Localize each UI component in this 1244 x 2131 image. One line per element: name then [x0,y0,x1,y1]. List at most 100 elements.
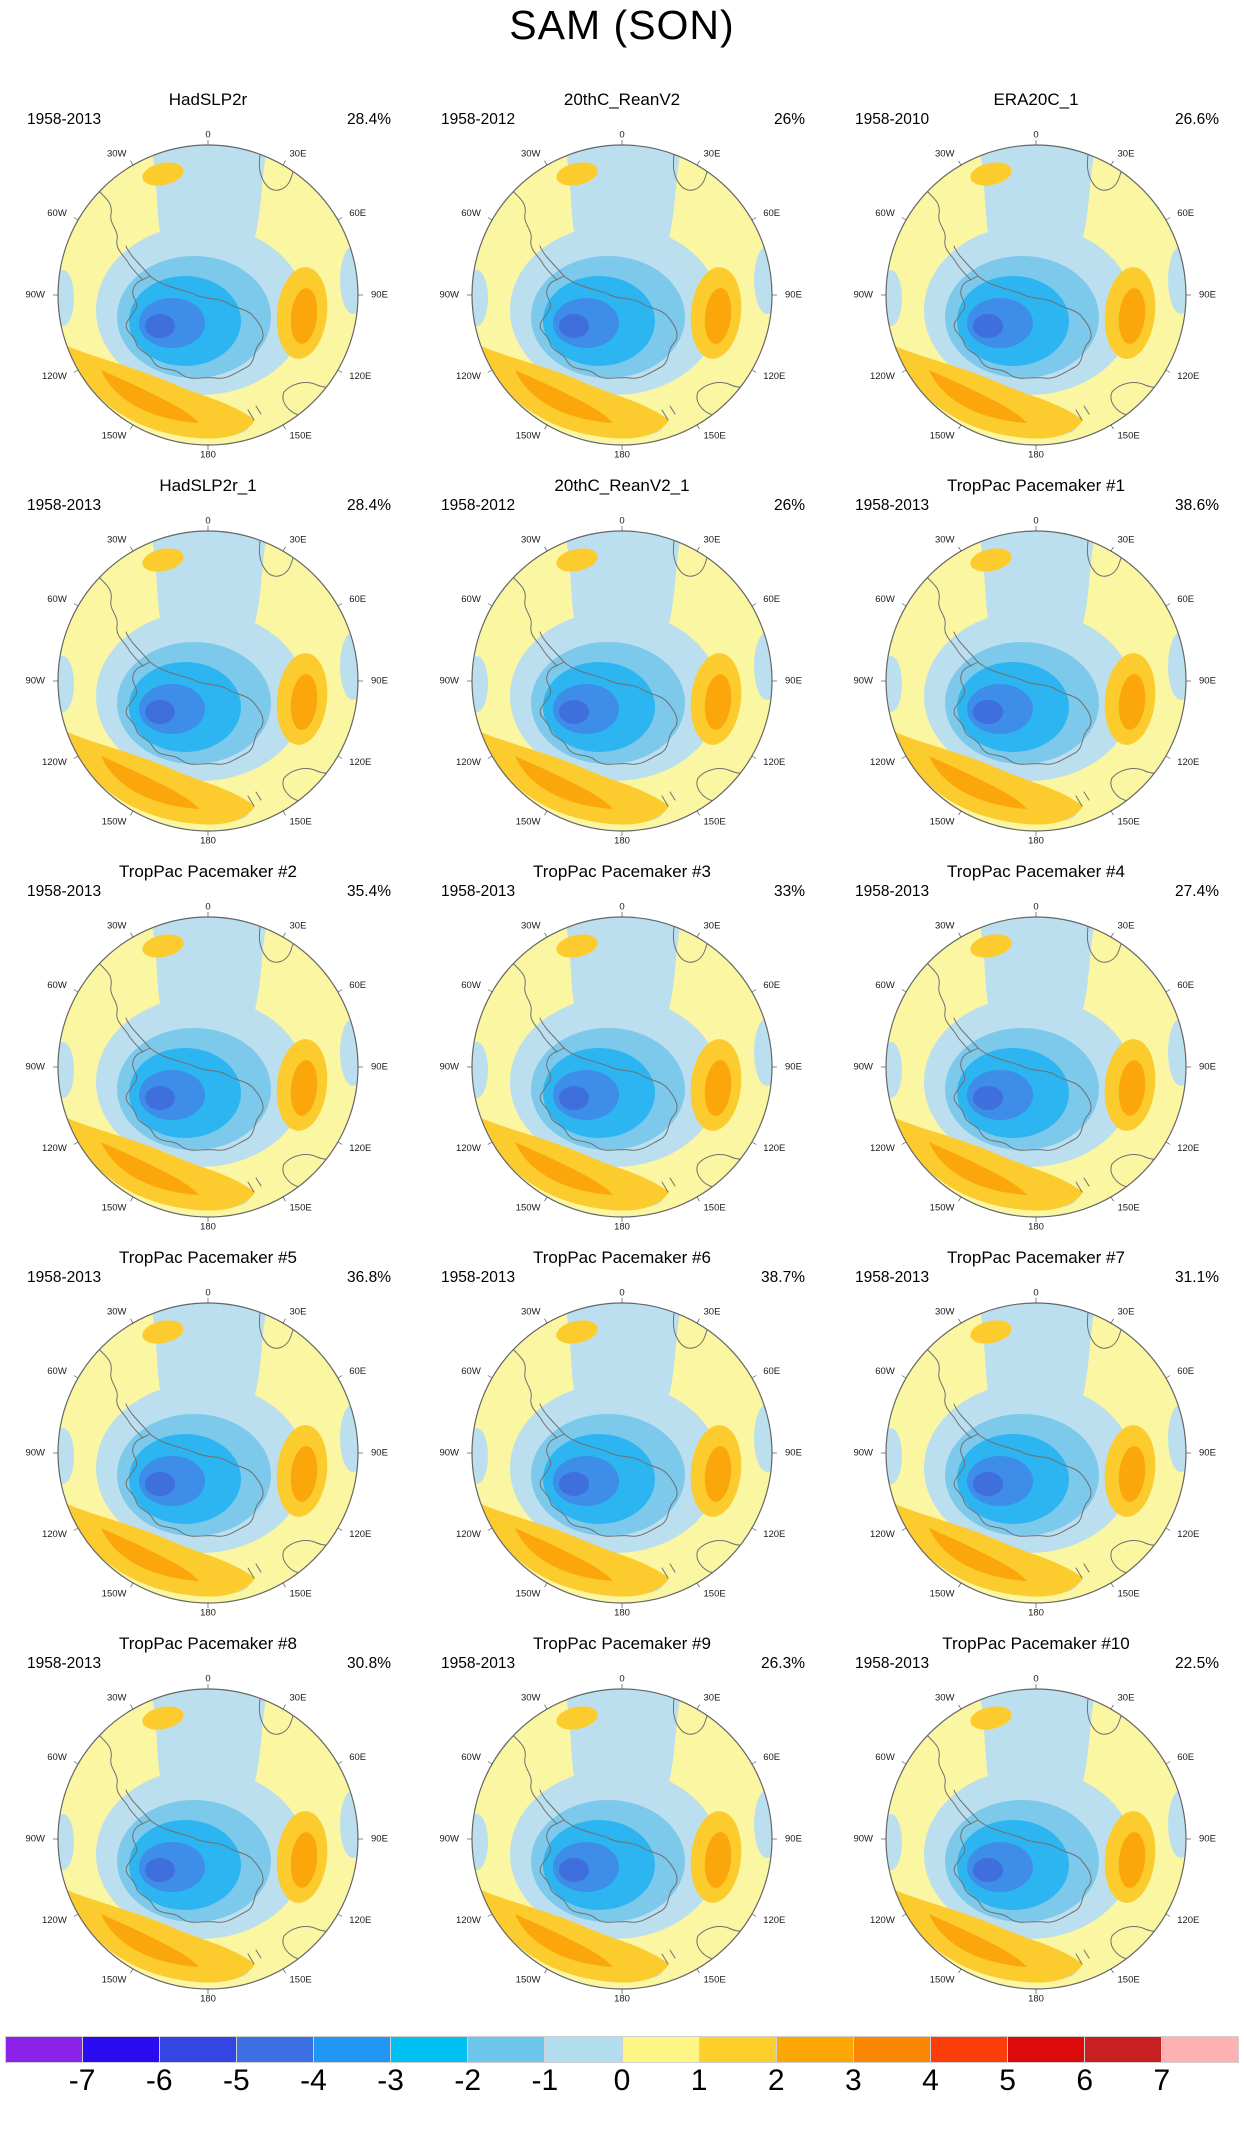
panel-variance: 31.1% [1175,1269,1219,1286]
longitude-tick [751,1761,757,1765]
colorbar-tick-label: -5 [223,2064,250,2097]
colorbar-tick-label: -4 [300,2064,327,2097]
new-zealand-coast [247,405,262,421]
longitude-label: 90E [1199,1834,1216,1845]
longitude-label: 150E [1118,1203,1140,1214]
panels-grid: 0 30E 60E 90E 120E 150E 180 150W 120W 90W 60W 30W H… [1,70,1243,2005]
longitude-tick [130,1582,134,1588]
longitude-tick [282,160,286,166]
longitude-label: 0 [1033,902,1038,913]
polar-map: 0 30E 60E 90E 120E 150E 180 150W 120W 90W 60W 30W [439,1288,801,1619]
longitude-tick [282,932,286,938]
map-panel: 0 30E 60E 90E 120E 150E 180 150W 120W 90W 60W 30W T… [829,842,1243,1233]
longitude-label: 60E [1177,980,1194,991]
longitude-label: 60W [47,1752,67,1763]
longitude-label: 90E [371,1834,388,1845]
longitude-label: 150W [516,1203,541,1214]
longitude-label: 30E [1118,534,1135,545]
longitude-tick [73,1375,79,1379]
longitude-label: 60E [349,208,366,219]
longitude-label: 150W [102,431,127,442]
longitude-tick [958,1196,962,1202]
polar-map: 0 30E 60E 90E 120E 150E 180 150W 120W 90W 60W 30W [25,130,387,461]
colorbar-tick-label: 4 [922,2064,939,2097]
longitude-label: 120W [870,1143,895,1154]
panel-title: TropPac Pacemaker #7 [947,1248,1125,1267]
new-zealand-coast [247,791,262,807]
longitude-tick [696,810,700,816]
colorbar-tick-label: -3 [377,2064,404,2097]
antarctic-peninsula-coast [953,1017,979,1049]
new-zealand-coast [661,791,676,807]
longitude-label: 90W [439,290,459,301]
new-zealand-coast [661,1949,676,1965]
negative-anomaly-core [145,314,175,338]
longitude-label: 150E [290,1975,312,1986]
panel-period: 1958-2013 [441,883,516,900]
longitude-label: 0 [1033,1288,1038,1299]
longitude-label: 90W [853,1834,873,1845]
longitude-tick [1165,217,1171,221]
longitude-label: 30E [290,1306,307,1317]
longitude-tick [282,1196,286,1202]
panel-variance: 26% [773,111,805,128]
longitude-label: 30W [107,1306,127,1317]
antarctic-peninsula-coast [125,1789,151,1821]
longitude-tick [1165,1527,1171,1531]
colorbar [5,2036,1239,2063]
longitude-label: 180 [1028,450,1044,461]
longitude-tick [130,1968,134,1974]
polar-map: 0 30E 60E 90E 120E 150E 180 150W 120W 90W 60W 30W [25,516,387,847]
longitude-label: 90E [1199,676,1216,687]
longitude-label: 30W [935,920,955,931]
longitude-label: 150E [1118,1975,1140,1986]
antarctica-coast [125,1819,264,1923]
longitude-label: 90W [25,1448,45,1459]
longitude-tick [337,1913,343,1917]
longitude-tick [901,1141,907,1145]
panel-title: 20thC_ReanV2_1 [554,476,690,495]
panel-period: 1958-2013 [27,883,102,900]
longitude-label: 0 [205,130,210,141]
longitude-tick [1110,1968,1114,1974]
longitude-label: 90E [785,676,802,687]
polar-map: 0 30E 60E 90E 120E 150E 180 150W 120W 90W 60W 30W [439,130,801,461]
antarctica-coast [125,1433,264,1537]
longitude-label: 180 [200,1608,216,1619]
positive-anomaly-amber [515,1060,732,1195]
colorbar-cell [5,2036,84,2063]
colorbar-tick-label: 5 [999,2064,1016,2097]
longitude-label: 120W [870,1915,895,1926]
longitude-tick [337,989,343,993]
positive-anomaly-amber [515,288,732,423]
longitude-label: 120E [763,1143,785,1154]
positive-anomaly-amber [929,1060,1146,1195]
longitude-tick [73,755,79,759]
longitude-label: 60W [461,1366,481,1377]
longitude-tick [487,603,493,607]
longitude-tick [696,424,700,430]
longitude-tick [901,1761,907,1765]
positive-anomaly-amber [515,674,732,809]
longitude-label: 90W [853,1448,873,1459]
longitude-label: 180 [1028,836,1044,847]
longitude-label: 30W [521,534,541,545]
longitude-tick [487,989,493,993]
longitude-label: 150W [930,1203,955,1214]
longitude-label: 150E [704,431,726,442]
south-america-coast [923,187,972,281]
longitude-label: 60E [763,980,780,991]
longitude-label: 90E [785,1834,802,1845]
panel-variance: 22.5% [1175,1655,1219,1672]
antarctica-coast [125,275,264,379]
longitude-label: 60E [763,208,780,219]
panel-title: TropPac Pacemaker #6 [533,1248,711,1267]
longitude-tick [282,424,286,430]
colorbar-cell [622,2036,700,2063]
longitude-label: 30W [935,148,955,159]
longitude-tick [696,1704,700,1710]
colorbar-cell [237,2036,315,2063]
antarctica-coast [953,661,1092,765]
longitude-label: 150W [102,1203,127,1214]
panel-period: 1958-2013 [27,1269,102,1286]
